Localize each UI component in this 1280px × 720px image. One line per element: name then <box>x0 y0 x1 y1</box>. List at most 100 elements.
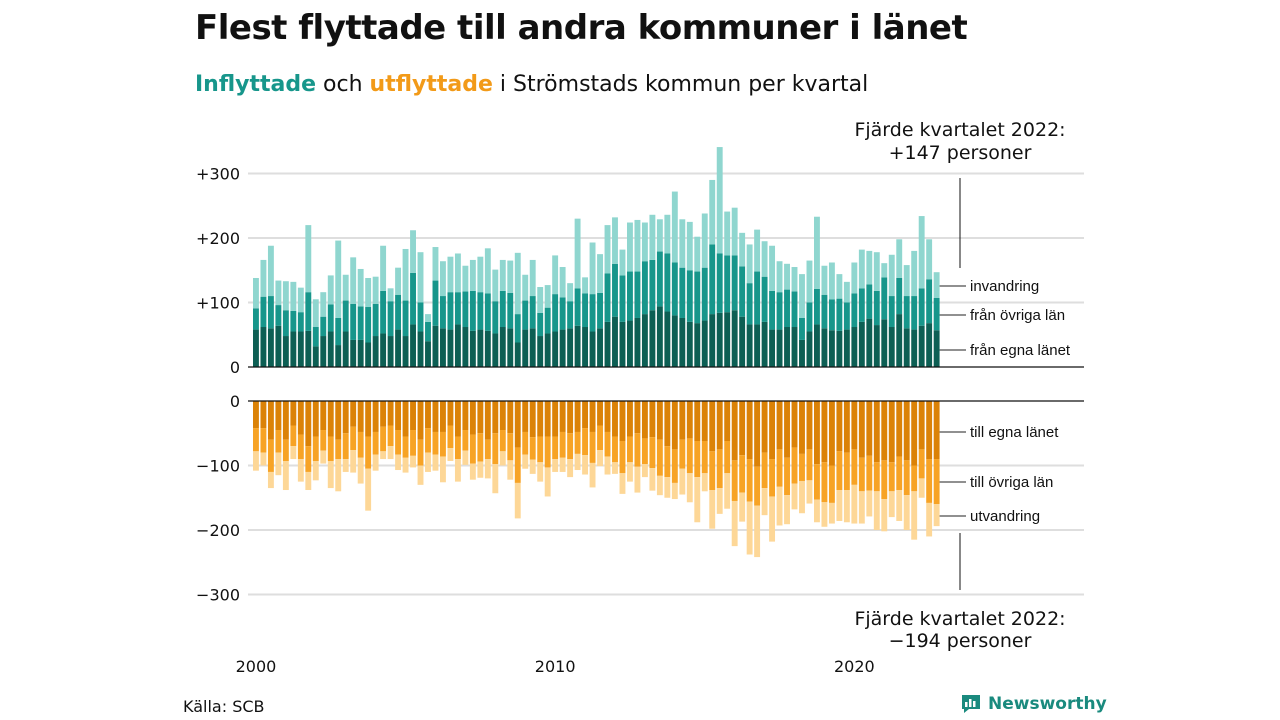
subtitle-utflyttade: utflyttade <box>369 72 493 97</box>
bar-out-0 <box>567 401 574 434</box>
bar-in-0 <box>320 336 327 367</box>
chart-subtitle: Inflyttade och utflyttade i Strömstads k… <box>195 72 868 97</box>
bar-in-0 <box>754 324 761 367</box>
bar-out-0 <box>365 401 372 437</box>
bar-out-2 <box>776 486 783 526</box>
bar-in-1 <box>799 317 805 340</box>
bar-in-0 <box>799 339 805 367</box>
bar-out-2 <box>716 488 723 514</box>
bar-out-0 <box>312 401 319 437</box>
bar-in-1 <box>679 267 686 318</box>
bar-in-0 <box>851 327 858 367</box>
bar-out-2 <box>814 499 820 523</box>
bar-out-0 <box>260 401 267 429</box>
bar-out-2 <box>896 490 903 521</box>
bar-out-0 <box>634 401 641 434</box>
bar-in-0 <box>784 327 790 367</box>
bar-in-0 <box>724 312 731 368</box>
bar-in-0 <box>739 316 746 367</box>
bar-out-2 <box>784 495 790 525</box>
bar-in-1 <box>327 304 334 332</box>
bar-in-2 <box>574 218 581 289</box>
bar-in-1 <box>926 279 933 324</box>
bar-in-0 <box>903 328 910 367</box>
bar-in-0 <box>357 339 364 367</box>
bar-out-1 <box>492 433 499 465</box>
bar-in-0 <box>873 325 880 367</box>
bar-out-0 <box>694 401 701 441</box>
bar-out-1 <box>851 449 858 485</box>
bar-in-1 <box>387 301 394 337</box>
bar-in-1 <box>432 280 439 326</box>
bar-out-2 <box>806 480 813 504</box>
bar-out-0 <box>282 401 289 440</box>
bar-out-2 <box>552 459 559 472</box>
bar-out-1 <box>350 426 357 451</box>
bar-in-1 <box>694 271 701 324</box>
bar-out-0 <box>821 401 828 463</box>
bar-out-0 <box>761 401 768 453</box>
bar-out-1 <box>522 431 529 455</box>
bar-in-0 <box>492 333 499 367</box>
bar-out-2 <box>425 452 431 472</box>
bar-in-1 <box>634 271 641 318</box>
bar-out-0 <box>589 401 596 432</box>
bar-in-2 <box>410 230 416 273</box>
bar-out-0 <box>335 401 342 440</box>
bar-out-2 <box>664 477 671 498</box>
bar-out-0 <box>529 401 536 438</box>
bar-in-2 <box>903 265 910 297</box>
subtitle-inflyttade: Inflyttade <box>195 72 317 97</box>
bar-in-0 <box>574 325 581 367</box>
bar-out-0 <box>582 401 589 429</box>
bar-out-2 <box>866 490 873 517</box>
bar-in-2 <box>589 242 596 295</box>
bar-out-2 <box>297 459 304 482</box>
series-labels: från egna länet från övriga län invandring… <box>939 278 1071 525</box>
bar-in-2 <box>432 247 439 281</box>
bar-out-1 <box>507 433 514 461</box>
bar-in-1 <box>484 293 491 331</box>
bar-in-1 <box>933 297 940 331</box>
y-tick-label-out: 0 <box>230 392 240 411</box>
bar-out-1 <box>253 428 259 452</box>
bar-in-0 <box>671 315 678 367</box>
bar-out-2 <box>873 491 880 530</box>
bar-in-0 <box>544 333 551 367</box>
x-tick-label: 2020 <box>834 657 875 676</box>
bar-out-0 <box>410 401 416 431</box>
bar-out-0 <box>440 401 446 432</box>
bar-out-2 <box>686 473 693 503</box>
bar-out-2 <box>537 462 544 482</box>
bar-out-0 <box>350 401 357 427</box>
bar-out-0 <box>372 401 379 432</box>
bar-in-1 <box>544 307 551 334</box>
bar-out-0 <box>267 401 274 440</box>
bar-in-2 <box>791 267 798 292</box>
bar-out-1 <box>926 459 933 503</box>
bar-out-2 <box>395 454 402 471</box>
bar-in-2 <box>477 256 484 293</box>
bar-in-0 <box>267 328 274 367</box>
bar-out-2 <box>656 475 663 496</box>
bar-out-0 <box>380 401 387 427</box>
bar-out-0 <box>799 401 805 454</box>
y-tick-label-out: −300 <box>196 586 240 605</box>
bar-out-0 <box>537 401 544 437</box>
bar-in-0 <box>462 327 469 367</box>
bar-out-2 <box>402 457 409 473</box>
bar-out-2 <box>582 455 589 475</box>
bar-in-2 <box>918 216 925 289</box>
bar-in-2 <box>641 222 648 262</box>
bar-out-0 <box>911 401 918 466</box>
bar-out-0 <box>679 401 686 440</box>
bar-in-2 <box>858 249 865 289</box>
bar-in-2 <box>851 262 858 294</box>
bar-out-0 <box>320 401 327 431</box>
bar-out-2 <box>275 452 282 476</box>
bar-out-1 <box>275 430 282 453</box>
bar-in-0 <box>926 323 933 367</box>
bar-in-2 <box>926 239 933 280</box>
bar-out-2 <box>589 462 596 488</box>
bar-in-1 <box>903 296 910 329</box>
